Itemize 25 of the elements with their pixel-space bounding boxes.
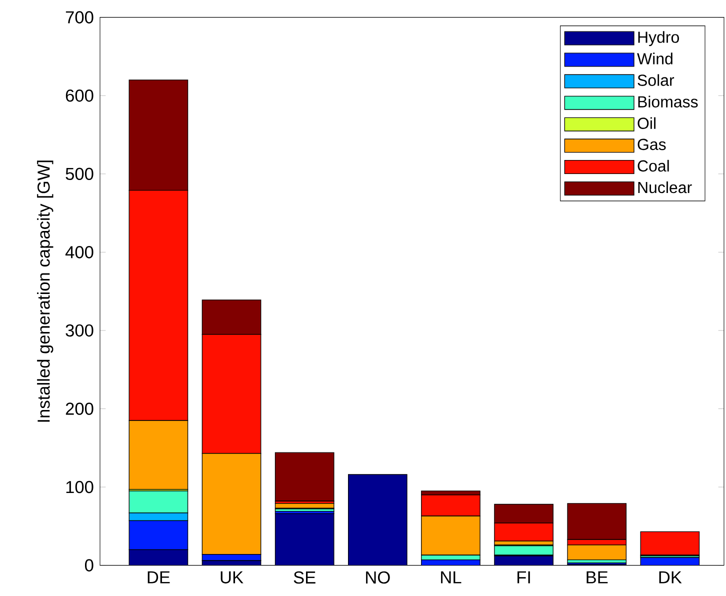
- legend-label: Coal: [638, 160, 669, 172]
- legend-label: Wind: [637, 52, 672, 64]
- y-tick-label: 300: [66, 324, 94, 337]
- y-tick-label: 500: [66, 168, 94, 180]
- legend-label: Solar: [638, 74, 674, 86]
- x-tick-label: NO: [366, 571, 390, 584]
- y-tick-label: 400: [65, 246, 94, 258]
- x-tick-label: NL: [441, 571, 462, 584]
- legend-label: Biomass: [638, 96, 698, 108]
- legend-label: Gas: [638, 138, 666, 150]
- y-tick-label: 700: [66, 11, 94, 24]
- legend-label: Nuclear: [638, 181, 692, 194]
- legend-label: Hydro: [638, 31, 679, 46]
- y-axis-title: Installed generation capacity [GW]: [37, 160, 54, 422]
- y-tick-label: 200: [66, 402, 94, 415]
- y-tick-label: 100: [66, 480, 94, 494]
- x-tick-label: BE: [586, 571, 608, 584]
- x-tick-label: DE: [148, 571, 170, 584]
- y-tick-label: 600: [66, 89, 94, 102]
- legend-label: Oil: [638, 117, 656, 129]
- x-tick-label: UK: [220, 571, 244, 584]
- y-tick-label: 0: [84, 559, 94, 572]
- x-tick-label: FI: [518, 571, 530, 584]
- x-tick-label: DK: [659, 571, 682, 584]
- x-tick-label: SE: [294, 571, 316, 584]
